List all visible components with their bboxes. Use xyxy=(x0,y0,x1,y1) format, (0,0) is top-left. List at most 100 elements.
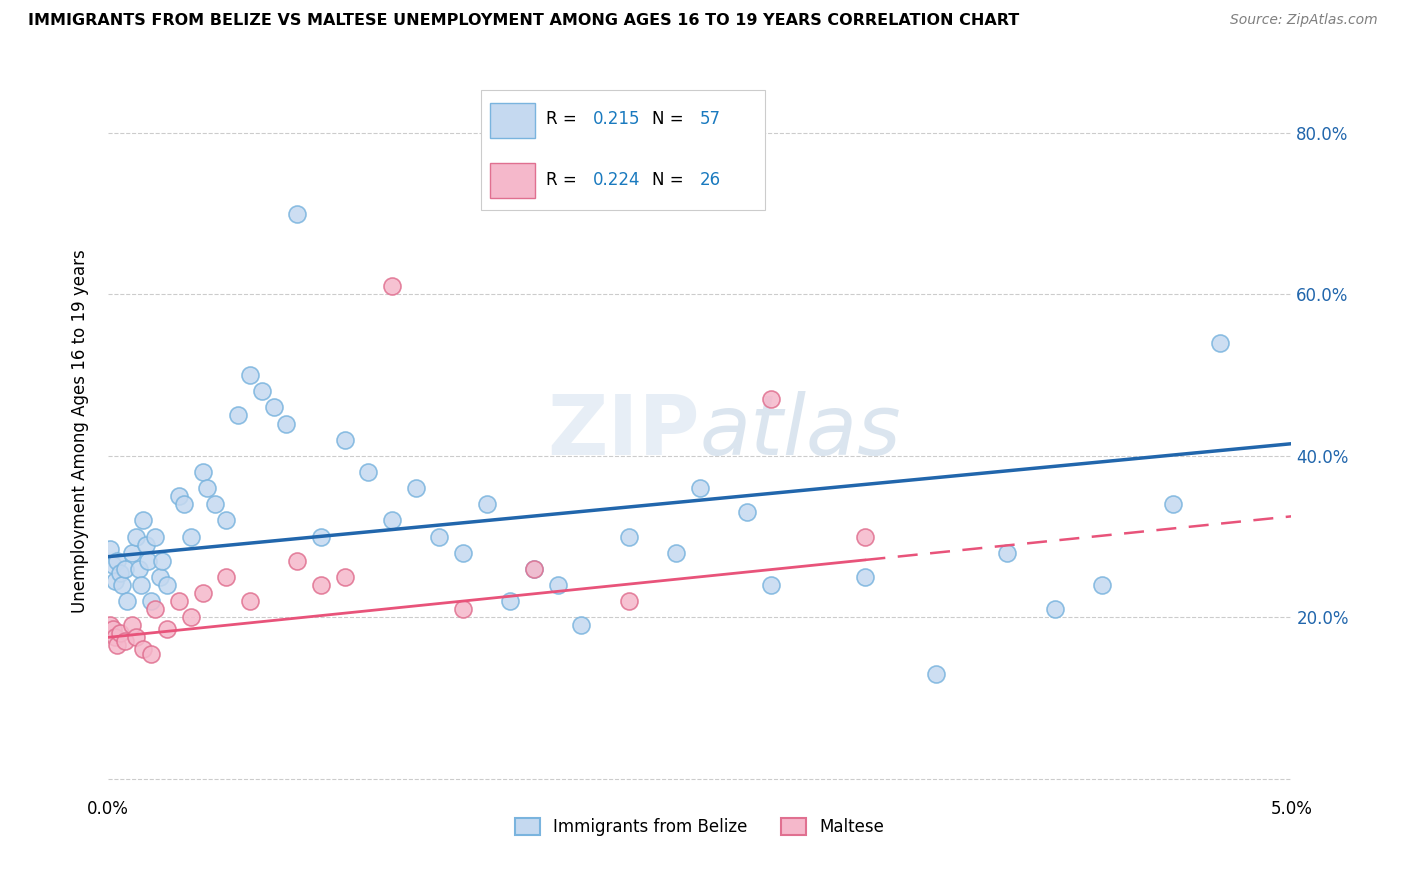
Point xyxy=(309,529,332,543)
Point xyxy=(274,417,297,431)
Point xyxy=(381,279,404,293)
Point xyxy=(121,546,143,560)
Point xyxy=(405,481,427,495)
Point xyxy=(1091,578,1114,592)
Point xyxy=(111,578,134,592)
Point xyxy=(149,570,172,584)
Point xyxy=(333,570,356,584)
Point xyxy=(250,384,273,399)
Point xyxy=(167,489,190,503)
Point xyxy=(309,578,332,592)
Point xyxy=(108,626,131,640)
Text: Source: ZipAtlas.com: Source: ZipAtlas.com xyxy=(1230,13,1378,28)
Point xyxy=(451,546,474,560)
Point xyxy=(735,505,758,519)
Point xyxy=(107,639,129,653)
Point xyxy=(215,570,238,584)
Point xyxy=(121,618,143,632)
Point xyxy=(1043,602,1066,616)
Point xyxy=(357,465,380,479)
Point xyxy=(115,594,138,608)
FancyBboxPatch shape xyxy=(481,90,765,211)
Point xyxy=(197,481,219,495)
Point xyxy=(475,497,498,511)
Point xyxy=(135,538,157,552)
Point xyxy=(381,513,404,527)
Point xyxy=(499,594,522,608)
Point xyxy=(98,541,121,556)
Point xyxy=(855,529,877,543)
Point xyxy=(855,570,877,584)
Point xyxy=(180,529,202,543)
Point xyxy=(191,586,214,600)
Point xyxy=(180,610,202,624)
Text: 0.215: 0.215 xyxy=(593,111,641,128)
Point xyxy=(617,529,640,543)
FancyBboxPatch shape xyxy=(491,163,536,198)
Text: IMMIGRANTS FROM BELIZE VS MALTESE UNEMPLOYMENT AMONG AGES 16 TO 19 YEARS CORRELA: IMMIGRANTS FROM BELIZE VS MALTESE UNEMPL… xyxy=(28,13,1019,29)
Point xyxy=(104,574,127,588)
FancyBboxPatch shape xyxy=(491,103,536,137)
Text: N =: N = xyxy=(652,111,689,128)
Text: atlas: atlas xyxy=(700,391,901,472)
Point xyxy=(191,465,214,479)
Point xyxy=(156,578,179,592)
Point xyxy=(132,513,155,527)
Text: ZIP: ZIP xyxy=(547,391,700,472)
Point xyxy=(1209,335,1232,350)
Point xyxy=(665,546,688,560)
Text: 57: 57 xyxy=(700,111,721,128)
Point xyxy=(427,529,450,543)
Point xyxy=(547,578,569,592)
Point xyxy=(129,578,152,592)
Point xyxy=(136,554,159,568)
Point xyxy=(107,554,129,568)
Point xyxy=(114,562,136,576)
Point xyxy=(132,642,155,657)
Point xyxy=(108,566,131,580)
Point xyxy=(523,562,546,576)
Text: 0.224: 0.224 xyxy=(593,170,641,188)
Point xyxy=(239,368,262,383)
Point xyxy=(285,207,308,221)
Point xyxy=(125,631,148,645)
Point xyxy=(617,594,640,608)
Point xyxy=(226,409,249,423)
Point xyxy=(152,554,174,568)
Point xyxy=(104,631,127,645)
Point xyxy=(239,594,262,608)
Point xyxy=(143,529,166,543)
Point xyxy=(173,497,195,511)
Point xyxy=(1161,497,1184,511)
Point xyxy=(204,497,226,511)
Point xyxy=(125,529,148,543)
Point xyxy=(759,392,782,407)
Point xyxy=(451,602,474,616)
Point xyxy=(98,618,121,632)
Point xyxy=(143,602,166,616)
Text: R =: R = xyxy=(546,170,582,188)
Point xyxy=(689,481,711,495)
Point xyxy=(333,433,356,447)
Point xyxy=(139,594,162,608)
Point xyxy=(215,513,238,527)
Point xyxy=(997,546,1019,560)
Point xyxy=(101,558,124,572)
Y-axis label: Unemployment Among Ages 16 to 19 years: Unemployment Among Ages 16 to 19 years xyxy=(72,250,89,614)
Point xyxy=(925,666,948,681)
Text: 26: 26 xyxy=(700,170,721,188)
Point xyxy=(156,622,179,636)
Point xyxy=(759,578,782,592)
Point xyxy=(569,618,592,632)
Legend: Immigrants from Belize, Maltese: Immigrants from Belize, Maltese xyxy=(506,810,893,845)
Text: N =: N = xyxy=(652,170,689,188)
Point xyxy=(263,401,285,415)
Point xyxy=(523,562,546,576)
Point xyxy=(101,622,124,636)
Point xyxy=(285,554,308,568)
Point xyxy=(139,647,162,661)
Point xyxy=(128,562,150,576)
Point xyxy=(167,594,190,608)
Text: R =: R = xyxy=(546,111,582,128)
Point xyxy=(114,634,136,648)
